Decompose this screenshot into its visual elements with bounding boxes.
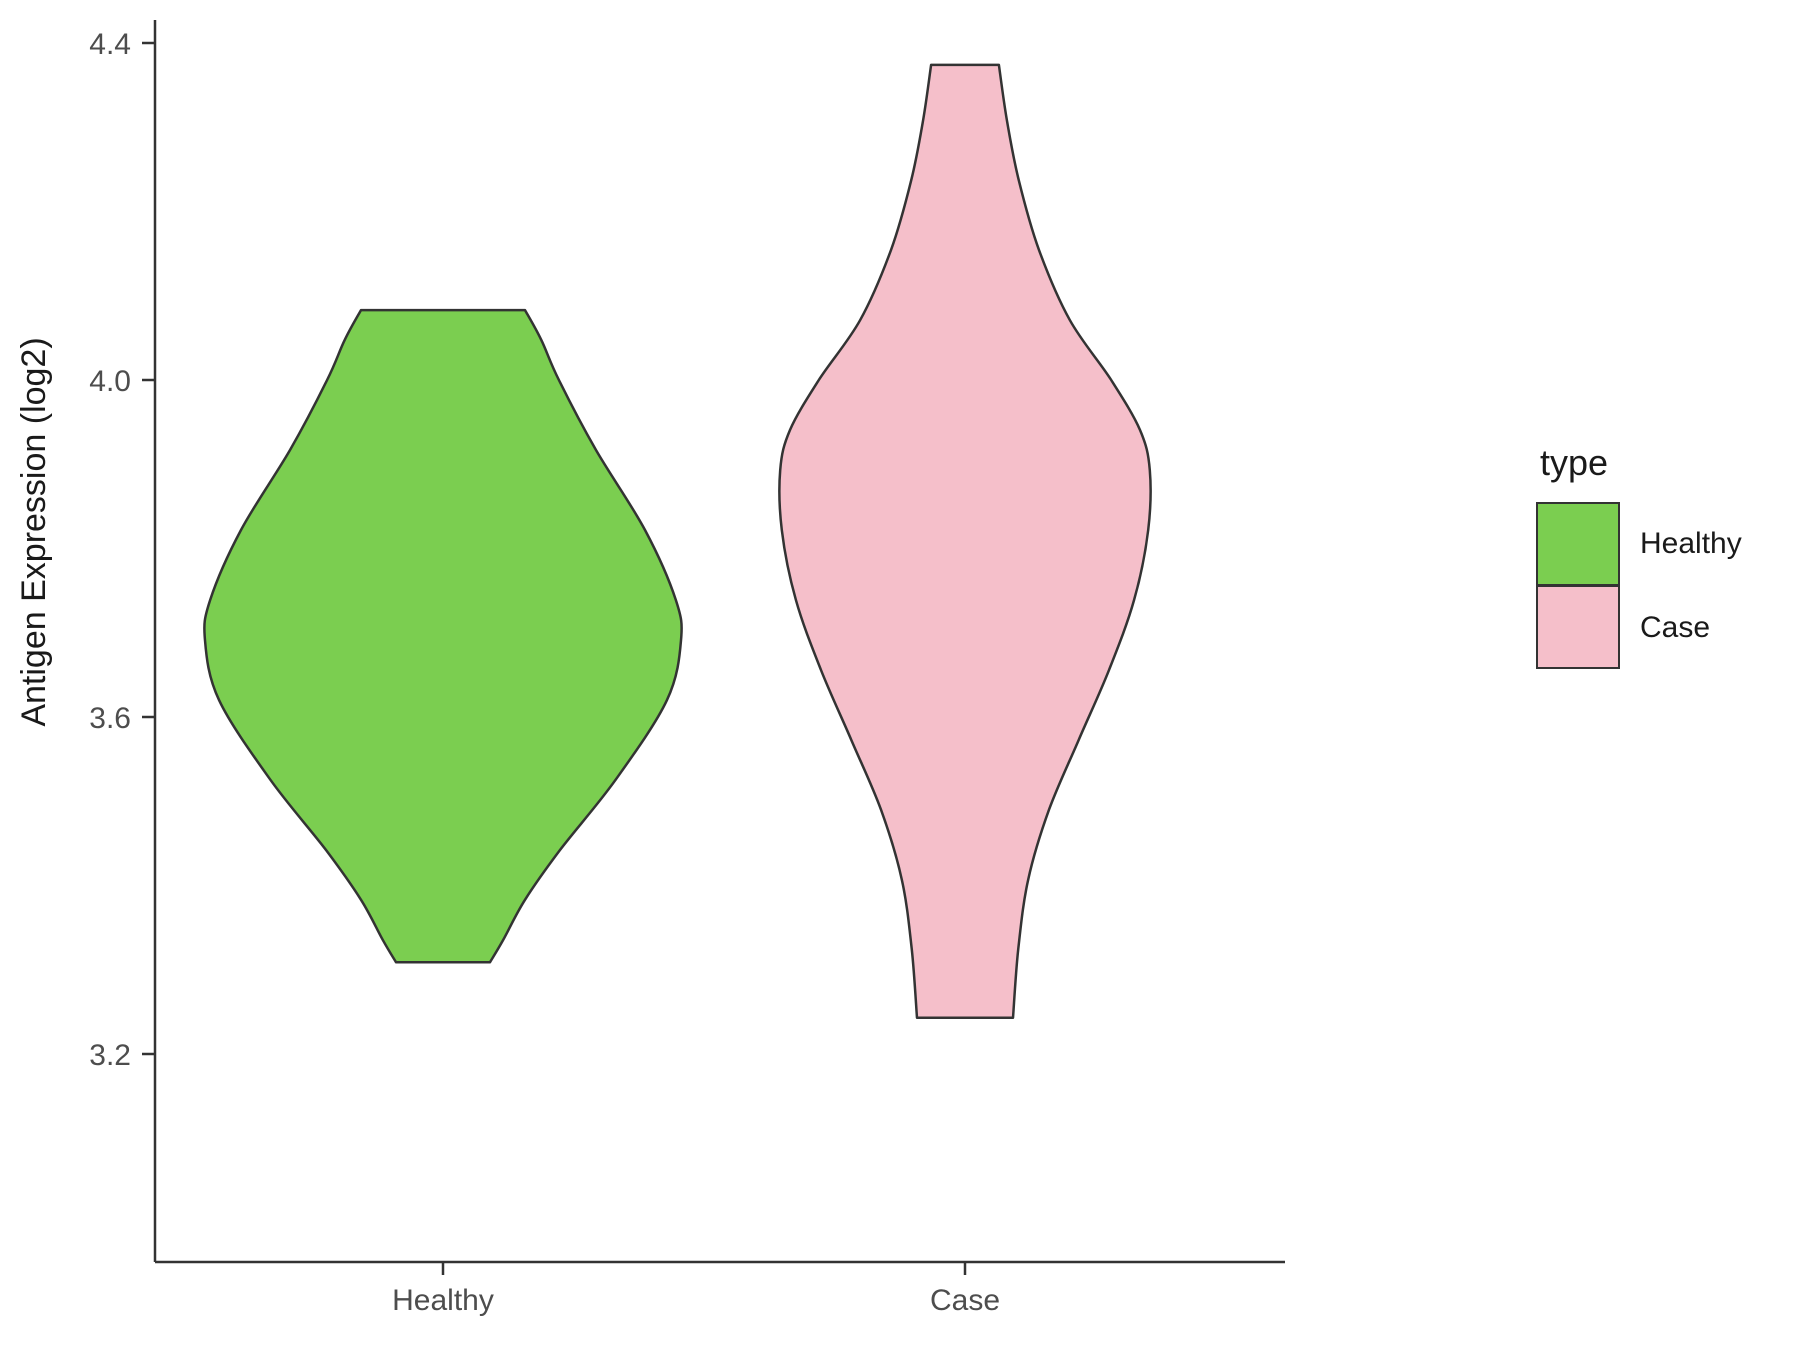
legend-entry-healthy: Healthy (1536, 502, 1742, 586)
y-tick-label: 4.4 (89, 28, 131, 61)
x-tick-label: Healthy (392, 1284, 494, 1317)
legend: type Healthy Case (1536, 442, 1742, 670)
y-tick-label: 4.0 (89, 365, 131, 398)
x-tick-label: Case (930, 1284, 1000, 1317)
y-tick-label: 3.6 (89, 702, 131, 735)
violin-healthy (203, 308, 683, 964)
violin-case (778, 63, 1152, 1020)
legend-label-case: Case (1640, 611, 1711, 644)
legend-title: type (1540, 442, 1609, 483)
legend-entry-case: Case (1536, 585, 1742, 670)
y-axis-title: Antigen Expression (log2) (15, 337, 53, 726)
legend-label-healthy: Healthy (1640, 527, 1742, 560)
legend-swatch-healthy (1536, 502, 1620, 586)
y-tick-label: 3.2 (89, 1039, 131, 1072)
legend-swatch-case (1536, 585, 1620, 669)
